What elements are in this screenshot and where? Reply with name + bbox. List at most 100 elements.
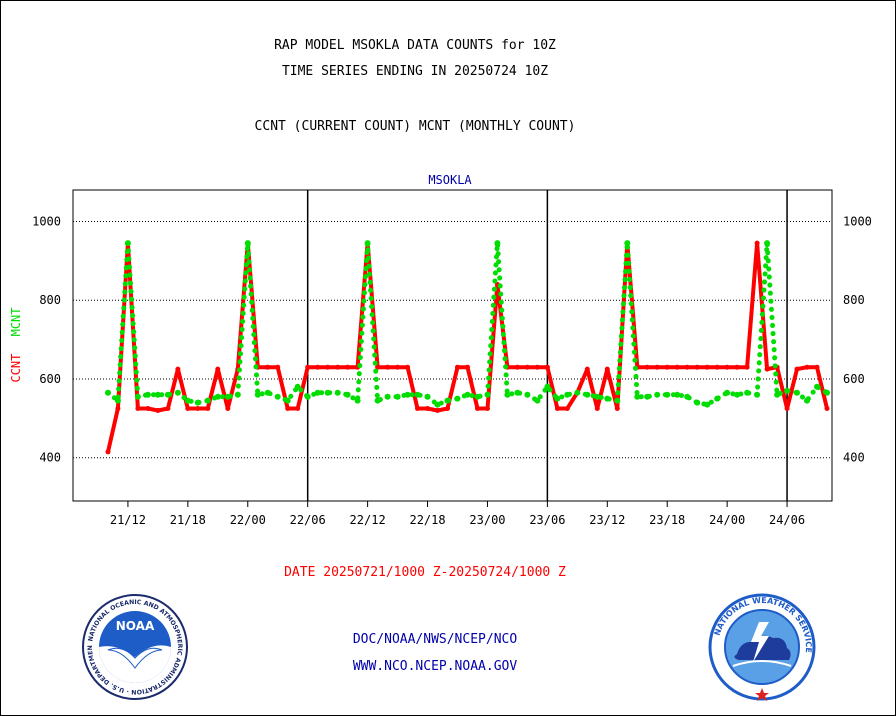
data-point-ccnt <box>564 406 570 411</box>
data-point-ccnt <box>544 364 550 370</box>
data-point-mcnt <box>144 391 151 398</box>
data-point-mcnt <box>554 395 561 402</box>
ylabel-mcnt: MCNT <box>9 307 23 336</box>
data-point-ccnt <box>814 364 820 370</box>
data-point-ccnt <box>175 366 181 372</box>
data-point-mcnt <box>544 383 551 390</box>
data-point-ccnt <box>664 364 670 370</box>
x-tick-label: 22/18 <box>409 513 445 527</box>
x-tick-label: 23/12 <box>589 513 625 527</box>
data-point-mcnt <box>354 397 361 404</box>
data-point-ccnt <box>554 406 560 411</box>
data-point-mcnt <box>384 393 391 400</box>
x-tick-label: 23/06 <box>529 513 565 527</box>
x-tick-label: 22/06 <box>290 513 326 527</box>
ylabel-ccnt: CCNT <box>9 354 23 383</box>
y-tick-label-right: 600 <box>843 372 865 386</box>
data-point-mcnt <box>814 383 820 390</box>
data-point-ccnt <box>305 364 311 370</box>
data-point-ccnt <box>335 364 341 370</box>
data-point-mcnt <box>674 391 681 398</box>
data-point-ccnt <box>684 364 690 370</box>
grid-layer <box>73 190 832 501</box>
data-point-ccnt <box>654 364 660 370</box>
data-point-mcnt <box>164 391 171 398</box>
data-point-mcnt <box>424 393 431 400</box>
data-point-ccnt <box>614 406 620 411</box>
data-point-mcnt <box>344 391 351 398</box>
data-point-mcnt <box>514 389 521 396</box>
data-point-mcnt <box>154 391 161 398</box>
data-point-mcnt <box>704 401 711 408</box>
x-tick-label: 22/00 <box>230 513 266 527</box>
data-point-mcnt <box>274 393 281 400</box>
data-point-mcnt <box>134 393 141 400</box>
data-point-mcnt <box>194 399 201 406</box>
data-point-ccnt <box>485 406 490 411</box>
data-point-ccnt <box>115 406 121 411</box>
data-point-mcnt <box>204 397 211 404</box>
station-label: MSOKLA <box>428 173 472 187</box>
url-line: WWW.NCO.NCEP.NOAA.GOV <box>352 659 518 674</box>
data-point-ccnt <box>105 449 111 455</box>
data-point-ccnt <box>435 408 440 413</box>
data-point-ccnt <box>135 406 141 411</box>
data-point-ccnt <box>514 364 520 370</box>
data-point-mcnt <box>414 391 421 398</box>
noaa-logo-icon: NOAA NATIONAL OCEANIC AND ATMOSPHERIC AD… <box>80 592 188 700</box>
data-point-mcnt <box>474 393 481 400</box>
data-point-mcnt <box>244 240 251 247</box>
y-axis-label: CCNT MCNT <box>9 307 23 382</box>
data-point-mcnt <box>394 393 401 400</box>
data-point-ccnt <box>395 364 401 370</box>
data-point-ccnt <box>704 364 710 370</box>
data-point-ccnt <box>694 364 700 370</box>
data-point-mcnt <box>284 397 291 404</box>
data-point-mcnt <box>494 240 501 247</box>
data-point-ccnt <box>604 366 610 372</box>
data-point-ccnt <box>734 364 740 370</box>
data-point-mcnt <box>174 389 181 396</box>
y-tick-label-left: 600 <box>39 372 61 386</box>
data-point-ccnt <box>754 240 760 246</box>
x-tick-label: 22/12 <box>350 513 386 527</box>
data-point-mcnt <box>574 389 581 396</box>
data-point-ccnt <box>185 406 191 411</box>
data-point-mcnt <box>624 240 631 247</box>
date-range-label: DATE 20250721/1000 Z-20250724/1000 Z <box>284 565 566 580</box>
data-point-mcnt <box>764 240 771 247</box>
data-point-mcnt <box>804 397 810 404</box>
data-point-mcnt <box>654 391 661 398</box>
data-point-ccnt <box>295 406 301 411</box>
data-point-ccnt <box>415 406 420 411</box>
data-point-mcnt <box>294 383 301 390</box>
data-point-mcnt <box>584 391 591 398</box>
data-point-ccnt <box>195 406 201 411</box>
data-point-mcnt <box>774 391 781 398</box>
x-tick-label: 24/00 <box>709 513 745 527</box>
data-point-ccnt <box>804 364 810 370</box>
data-point-mcnt <box>304 393 311 400</box>
data-point-ccnt <box>744 364 750 370</box>
data-point-mcnt <box>754 391 761 398</box>
data-point-mcnt <box>464 391 471 398</box>
data-point-mcnt <box>184 397 191 404</box>
x-tick-label: 23/00 <box>469 513 505 527</box>
data-point-ccnt <box>155 408 161 413</box>
data-point-ccnt <box>275 364 281 370</box>
data-point-ccnt <box>445 406 450 411</box>
data-point-ccnt <box>674 364 680 370</box>
data-point-ccnt <box>784 406 790 411</box>
data-point-mcnt <box>124 240 131 247</box>
data-point-mcnt <box>794 389 800 396</box>
data-point-mcnt <box>614 397 621 404</box>
data-point-ccnt <box>225 406 231 411</box>
data-point-ccnt <box>524 364 530 370</box>
data-point-ccnt <box>315 364 321 370</box>
data-point-ccnt <box>145 406 151 411</box>
data-point-ccnt <box>165 406 171 411</box>
data-point-mcnt <box>644 393 651 400</box>
data-point-ccnt <box>205 406 211 411</box>
data-point-mcnt <box>264 389 271 396</box>
